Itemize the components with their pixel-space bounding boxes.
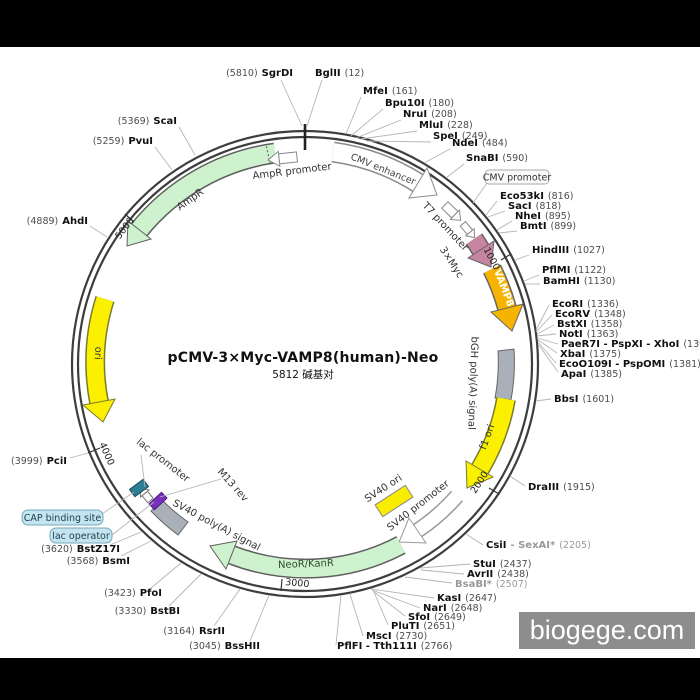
site-apai: ApaI (1385) xyxy=(561,369,622,380)
position-ticks: 1000 2000 3000 4000 5000 xyxy=(87,213,512,592)
site-hindiii: HindIII (1027) xyxy=(532,245,605,256)
cap-binding-site-box xyxy=(21,509,104,526)
watermark: biogege.com xyxy=(519,612,695,649)
f1-ori-arrow xyxy=(465,397,516,489)
site-rsrii: (3164) RsrII xyxy=(163,626,225,637)
boxed-labels: CMV promoter CAP binding site lac operat… xyxy=(21,169,552,544)
cmv-promoter-box-label: CMV promoter xyxy=(483,173,552,184)
site-sfoi: SfoI (2649) xyxy=(408,612,466,623)
myc-tag-arrow xyxy=(465,233,495,268)
sv40-ori-block xyxy=(374,484,414,518)
site-msci: MscI (2730) xyxy=(366,631,427,642)
site-kasi: KasI (2647) xyxy=(437,593,497,604)
ampr-promoter-arrow xyxy=(267,150,299,168)
ampr-feature-arrow xyxy=(126,142,277,247)
site-nhei: NheI (895) xyxy=(515,211,571,222)
plasmid-name: pCMV-3×Myc-VAMP8(human)-Neo xyxy=(168,350,439,366)
sv40-promoter-arrow xyxy=(398,490,464,544)
bgh-polya-block xyxy=(494,348,515,401)
lac-operator-label: lac operator xyxy=(52,531,110,542)
site-ecoo109i-pspomi: EcoO109I - PspOMI (1381) xyxy=(559,359,700,370)
cap-binding-site-label: CAP binding site xyxy=(24,513,102,524)
site-ahdi: (4889) AhdI xyxy=(27,216,88,227)
cmv-promoter-arrow xyxy=(440,201,462,221)
restriction-site-labels: BglII (12) MfeI (161) Bpu10I (180) NruI (208… xyxy=(11,68,700,652)
leader-lines xyxy=(69,79,559,646)
site-bbsi: BbsI (1601) xyxy=(554,394,614,405)
site-pflfi-tth111i: PflFI - Tth111I (2766) xyxy=(337,641,452,652)
site-bsmi: (3568) BsmI xyxy=(67,556,130,567)
site-nrui: NruI (208) xyxy=(403,109,457,120)
site-bstxi: BstXI (1358) xyxy=(557,319,622,330)
plasmid-size: 5812 碱基对 xyxy=(272,368,334,381)
neor-kanr-arrow xyxy=(209,536,406,579)
site-mlui: MluI (228) xyxy=(419,120,473,131)
site-bsabi: BsaBI* (2507) xyxy=(455,579,528,590)
neor-kanr-label: NeoR/KanR xyxy=(278,558,334,571)
site-pfoi: (3423) PfoI xyxy=(104,588,162,599)
site-bpu10i: Bpu10I (180) xyxy=(385,98,454,109)
cmv-promoter-box xyxy=(484,169,550,185)
t7-promoter-arrow xyxy=(459,220,475,239)
cmv-enhancer-arrow xyxy=(331,141,438,199)
m13-rev-label: M13 rev xyxy=(215,467,250,505)
site-noti: NotI (1363) xyxy=(559,329,618,340)
site-ndei: NdeI (484) xyxy=(452,138,508,149)
site-bsshii: (3045) BssHII xyxy=(189,641,260,652)
site-pluti: PluTI (2651) xyxy=(391,621,455,632)
features xyxy=(81,141,524,579)
site-bstbi: (3330) BstBI xyxy=(115,606,180,617)
site-stui: StuI (2437) xyxy=(473,559,531,570)
top-letterbox-band xyxy=(0,0,700,47)
plasmid-backbone xyxy=(70,124,540,599)
ori-feature-arrow xyxy=(81,295,116,423)
site-pvui: (5259) PvuI xyxy=(93,136,153,147)
site-ecorv: EcoRV (1348) xyxy=(555,309,626,320)
lac-operator-box xyxy=(49,527,113,544)
site-scai: (5369) ScaI xyxy=(118,116,177,127)
site-saci: SacI (818) xyxy=(508,201,561,212)
site-ecori: EcoRI (1336) xyxy=(552,299,619,310)
site-bmti: BmtI (899) xyxy=(520,221,576,232)
site-avrii: AvrII (2438) xyxy=(467,569,529,580)
site-xbai: XbaI (1375) xyxy=(560,349,621,360)
tick-3000: 3000 xyxy=(285,577,310,590)
site-bamhi: BamHI (1130) xyxy=(543,276,615,287)
tick-4000: 4000 xyxy=(96,441,116,468)
site-bglii: BglII (12) xyxy=(315,68,364,79)
site-snabi: SnaBI (590) xyxy=(466,153,528,164)
bgh-polya-label: bGH poly(A) signal xyxy=(465,336,479,430)
site-eco53ki: Eco53kI (816) xyxy=(500,191,573,202)
plasmid-title-block: pCMV-3×Myc-VAMP8(human)-Neo 5812 碱基对 xyxy=(168,350,439,381)
site-csii-sexai: CsiI - SexAI* (2205) xyxy=(486,540,591,551)
site-sgrdi: (5810) SgrDI xyxy=(226,68,293,79)
bottom-letterbox-band xyxy=(0,658,700,700)
site-draiii: DraIII (1915) xyxy=(528,482,595,493)
site-nari: NarI (2648) xyxy=(423,603,482,614)
site-paer7i-pspxi-xhoi: PaeR7I - PspXI - XhoI(1369) xyxy=(561,339,700,350)
lac-promoter-label: lac promoter xyxy=(134,437,192,486)
site-pcii: (3999) PciI xyxy=(11,456,67,467)
site-pflmi: PflMI (1122) xyxy=(542,265,606,276)
vamp8-cds-arrow xyxy=(482,264,524,332)
watermark-text: biogege.com xyxy=(530,615,685,645)
ori-label: ori xyxy=(92,346,104,360)
site-spei: SpeI (249) xyxy=(433,131,487,142)
site-bstz17i: (3620) BstZ17I xyxy=(41,544,120,555)
site-mfei: MfeI (161) xyxy=(363,86,417,97)
